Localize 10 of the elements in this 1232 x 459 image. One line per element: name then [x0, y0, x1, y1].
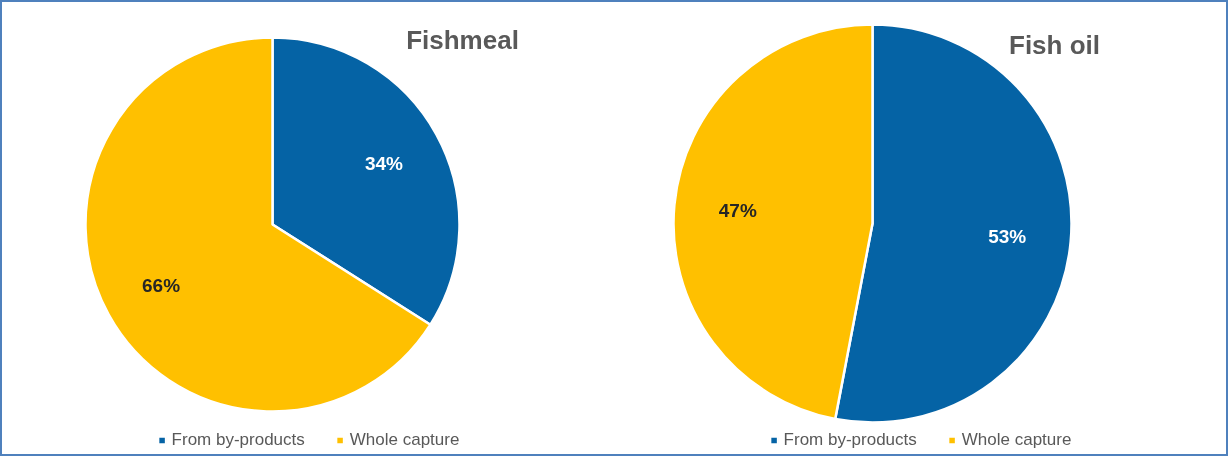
data-label: 47% — [718, 200, 757, 222]
data-label: 34% — [364, 152, 404, 174]
data-label: 66% — [142, 275, 181, 297]
chart-title: Fish oil — [1009, 29, 1100, 60]
data-label: 53% — [988, 225, 1027, 247]
legend-label: From by-products — [171, 430, 305, 450]
chart-title: Fishmeal — [406, 24, 519, 55]
legend-label: Whole capture — [961, 430, 1072, 450]
legend-label: Whole capture — [349, 430, 460, 450]
legend-label: From by-products — [783, 430, 917, 450]
